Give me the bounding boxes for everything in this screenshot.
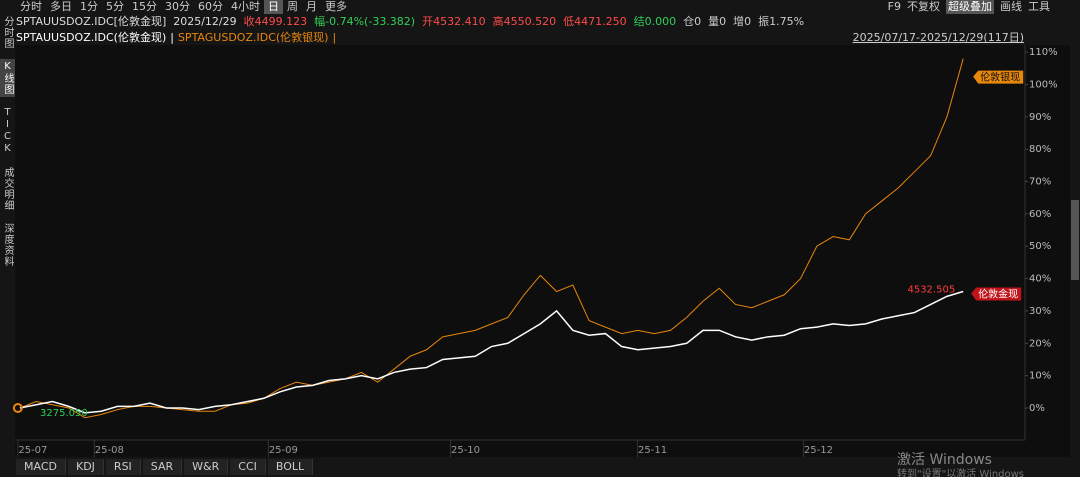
quote-bar: SPTAUUSDOZ.IDC[伦敦金现] 2025/12/29 收4499.12… [16,14,804,29]
date-range: 2025/07/17-2025/12/29(117日) [852,31,1024,44]
x-tick-label: 25-12 [804,445,833,456]
quote-item: 开4532.410 [422,15,486,28]
tool-tab[interactable]: 超级叠加 [946,0,994,14]
y-tick-label: 50% [1029,241,1051,252]
tool-tab[interactable]: 工具 [1028,0,1050,13]
period-tab[interactable]: 4小时 [231,0,260,13]
series-line [19,290,964,414]
tag-bg [971,287,1022,301]
x-tick-label: 25-11 [638,445,667,456]
tool-tab[interactable]: F9 [887,0,901,13]
sidebar-tab[interactable]: 成交明细 [2,167,13,211]
y-tick-label: 100% [1029,79,1058,90]
y-tick-label: 70% [1029,177,1051,188]
x-tick-label: 25-09 [269,445,298,456]
indicator-tab[interactable]: CCI [230,459,266,475]
indicator-tab[interactable]: W&R [184,459,229,475]
indicator-tab[interactable]: MACD [16,459,66,475]
y-tick-label: 90% [1029,112,1051,123]
y-tick-label: 110% [1029,47,1058,58]
indicator-tab[interactable]: KDJ [67,459,104,475]
period-tab[interactable]: 日 [264,0,283,14]
series-tag: 伦敦银现 [980,71,1020,84]
plot-bg [15,45,1070,457]
period-tab[interactable]: 30分 [165,0,190,13]
sidebar-tab[interactable]: TICK [2,107,13,155]
indicator-tab[interactable]: SAR [142,459,183,475]
y-tick-label: 80% [1029,144,1051,155]
watermark: 激活 Windows [897,451,992,468]
sidebar-tab[interactable]: 分时图 [2,16,13,49]
period-tab[interactable]: 分时 [20,0,42,13]
period-tab[interactable]: 更多 [325,0,347,13]
low-label: 3275.050 [40,408,88,419]
tool-tab[interactable]: 画线 [1000,0,1022,13]
period-tab[interactable]: 1分 [80,0,98,13]
quote-item: 高4550.520 [492,15,557,28]
series-tag: 伦敦金现 [978,288,1018,301]
price-label: 4532.505 [907,285,955,296]
quote-item: 量0 [708,15,727,28]
y-tick-label: 0% [1029,403,1045,414]
x-tick-label: 25-07 [18,445,47,456]
legend-separator: | [170,31,174,44]
quote-item: 低4471.250 [563,15,627,28]
x-tick-label: 25-10 [451,445,480,456]
period-tab[interactable]: 15分 [132,0,157,13]
legend-entry[interactable]: SPTAGUSDOZ.IDC(伦敦银现) [177,31,329,44]
x-tick-label: 25-08 [95,445,124,456]
y-tick-label: 10% [1029,371,1051,382]
period-tab[interactable]: 60分 [198,0,223,13]
period-tab[interactable]: 月 [306,0,317,13]
legend-entry[interactable]: SPTAUUSDOZ.IDC(伦敦金现) [16,31,167,44]
start-marker [12,403,23,413]
indicator-tab[interactable]: BOLL [267,459,314,475]
tool-tabs: F9 不复权 超级叠加 画线 工具 [888,0,1050,14]
period-tab[interactable]: 多日 [50,0,72,13]
quote-item: 结0.000 [633,15,677,28]
period-tab[interactable]: 5分 [106,0,124,13]
indicator-tabs: MACD KDJ RSI SAR W&R CCI BOLL [16,459,314,475]
y-tick-label: 20% [1029,338,1051,349]
sidebar-tab[interactable]: 深度资料 [2,223,13,267]
quote-item: 幅-0.74%(-33.382) [314,15,416,28]
sidebar: 分时图 K线图 TICK 成交明细深度资料 [0,14,15,277]
legend-separator: | [332,31,337,44]
tool-tab[interactable]: 不复权 [907,0,940,13]
y-tick-label: 60% [1029,209,1051,220]
series-line [19,58,964,419]
quote-item: 振1.75% [758,15,805,28]
sidebar-tab[interactable]: K线图 [0,59,15,97]
watermark: 转到"设置"以激活 Windows [897,467,1024,477]
y-tick-label: 40% [1029,274,1051,285]
quote-item: 仓0 [683,15,702,28]
quote-item: 增0 [733,15,752,28]
period-tabs: 分时 多日 1分 5分 15分 30分 60分 4小时日周月更多 [16,0,351,14]
symbol: SPTAUUSDOZ.IDC[伦敦金现] [16,15,167,28]
indicator-tab[interactable]: RSI [105,459,141,475]
y-tick-label: 30% [1029,306,1051,317]
tag-bg [973,70,1024,84]
scrollbar [1071,200,1079,280]
legend: SPTAUUSDOZ.IDC(伦敦金现) | SPTAGUSDOZ.IDC(伦敦银现… [16,31,336,45]
date: 2025/12/29 [173,15,237,28]
quote-item: 收4499.123 [243,15,308,28]
period-tab[interactable]: 周 [287,0,298,13]
